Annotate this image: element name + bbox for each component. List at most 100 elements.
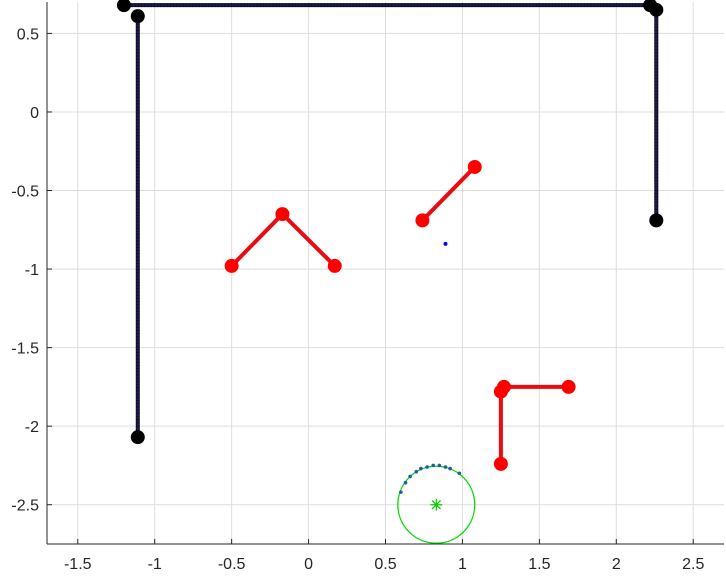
wall-segment-0-dot (266, 3, 270, 7)
wall-segment-2-dot (654, 110, 658, 114)
wall-segment-1-dot (136, 78, 140, 82)
obstacle-segment-0-dot (287, 219, 291, 223)
obstacle-segment-1-dot (464, 174, 468, 178)
wall-segment-2-dot (654, 94, 658, 98)
wall-segment-1-dot (136, 413, 140, 417)
wall-segment-1-dot (136, 234, 140, 238)
robot-layer (397, 241, 476, 544)
wall-segment-1-dot (136, 352, 140, 356)
wall-segment-0-dot (549, 3, 553, 7)
obstacle-segment-2-dot (499, 440, 503, 444)
wall-segment-0-dot (144, 3, 148, 7)
wall-segment-1-dot (136, 174, 140, 178)
wall-segment-1-dot (136, 46, 140, 50)
wall-segment-0-dot (417, 3, 421, 7)
wall-segment-0-dot (244, 3, 248, 7)
wall-segment-0-dot (157, 3, 161, 7)
obstacle-segment-1-dot (427, 211, 431, 216)
wall-segment-1-dot (136, 394, 140, 398)
wall-segment-2-dot (654, 151, 658, 155)
wall-segment-1-dot (136, 292, 140, 296)
wall-segment-2-dot (654, 126, 658, 130)
obstacle-segment-0-dot (256, 237, 260, 241)
wall-segment-1-dot (136, 75, 140, 79)
wall-segment-1-dot (136, 59, 140, 63)
wall-segment-0-dot (423, 3, 428, 7)
obstacle-segment-0-dot (243, 250, 247, 255)
wall-segment-1-dot (136, 282, 140, 286)
wall-segment-2-dot (654, 17, 658, 22)
wall-segment-1-dot (136, 209, 140, 213)
wall-segment-0-dot (523, 3, 527, 7)
wall-segment-2-dot (654, 199, 658, 203)
sensor-point (414, 469, 419, 474)
wall-segment-0-dot (513, 3, 517, 7)
obstacle-segment-2-dot (528, 385, 532, 389)
obstacle-segment-0-dot (326, 257, 330, 261)
obstacle-segment-2-dot (512, 385, 516, 389)
wall-segment-2-dot (654, 158, 658, 162)
wall-segment-1-dot (136, 164, 140, 168)
obstacle-segment-0-dot (263, 230, 267, 234)
wall-segment-0-dot (462, 3, 466, 7)
wall-segment-1-dot (136, 365, 140, 369)
wall-segment-0-dot (353, 3, 357, 7)
wall-segment-2-dot (654, 81, 658, 85)
wall-segment-2-dot (654, 123, 658, 127)
obstacle-segment-0-dot (241, 253, 245, 257)
wall-segment-0-dot (324, 3, 328, 7)
wall-segment-1-dot (136, 247, 140, 251)
wall-segment-2-dot (654, 27, 658, 31)
wall-segment-0-dot (199, 3, 203, 7)
obstacle-segment-0-dot (294, 226, 298, 230)
wall-segment-0-dot (359, 3, 363, 7)
wall-segment-0-dot (218, 3, 222, 7)
wall-segment-1-dot (136, 416, 140, 420)
y-tick-label: 0.5 (17, 26, 39, 43)
wall-segment-0-dot (192, 3, 197, 7)
wall-segment-0-dot (372, 3, 376, 7)
wall-segment-2-dot (654, 145, 658, 149)
wall-segment-1-dot (136, 122, 140, 127)
wall-segment-2-dot (654, 139, 658, 143)
wall-segment-2-dot (654, 164, 658, 168)
wall-segment-1-dot (136, 276, 140, 280)
wall-segment-2-dot (654, 84, 658, 89)
wall-segment-2-dot (654, 209, 658, 213)
wall-segment-1-dot (136, 330, 140, 334)
obstacle-segment-2-dot (521, 385, 525, 389)
obstacle-segment-1-dot (432, 207, 436, 211)
obstacle-segment-0-dot (249, 244, 254, 248)
wall-segment-1-dot (136, 263, 140, 267)
obstacle-segment-0-dot (265, 228, 269, 232)
obstacle-segment-1-dot (466, 172, 470, 176)
wall-segment-0-dot (340, 3, 344, 7)
wall-segment-0-dot (205, 3, 209, 7)
wall-segment-0-dot (593, 3, 598, 7)
wall-segment-2-dot (654, 56, 658, 60)
wall-segment-1-dot (136, 355, 140, 360)
wall-segment-0-dot (500, 3, 505, 7)
wall-segment-1-dot (136, 250, 140, 254)
wall-segment-1-dot (136, 241, 140, 245)
wall-segment-2-dot (654, 33, 658, 37)
wall-segment-0-dot (577, 3, 582, 7)
wall-segment-1-dot (136, 36, 140, 41)
obstacle-segment-1-dot (436, 202, 440, 206)
wall-segment-0-dot (135, 3, 139, 7)
obstacle-segment-1-dot (429, 209, 434, 213)
wall-segment-1-dot (136, 183, 140, 187)
x-tick-label: 2.5 (682, 556, 704, 573)
wall-segment-0-dot (180, 3, 184, 7)
wall-segment-2-dot (654, 87, 658, 92)
obstacle-segment-1-dot (450, 188, 454, 192)
wall-segment-0-dot (141, 3, 145, 7)
obstacle-segment-1-dot (457, 181, 461, 185)
wall-segment-0-dot (481, 3, 485, 7)
wall-segment-0-dot (520, 3, 524, 7)
wall-segment-0-dot (369, 3, 373, 7)
wall-segment-2-dot (654, 196, 658, 200)
obstacle-segment-1-dot (439, 200, 443, 204)
obstacle-segment-1-dot (445, 193, 450, 197)
wall-segment-1-dot (136, 145, 140, 149)
